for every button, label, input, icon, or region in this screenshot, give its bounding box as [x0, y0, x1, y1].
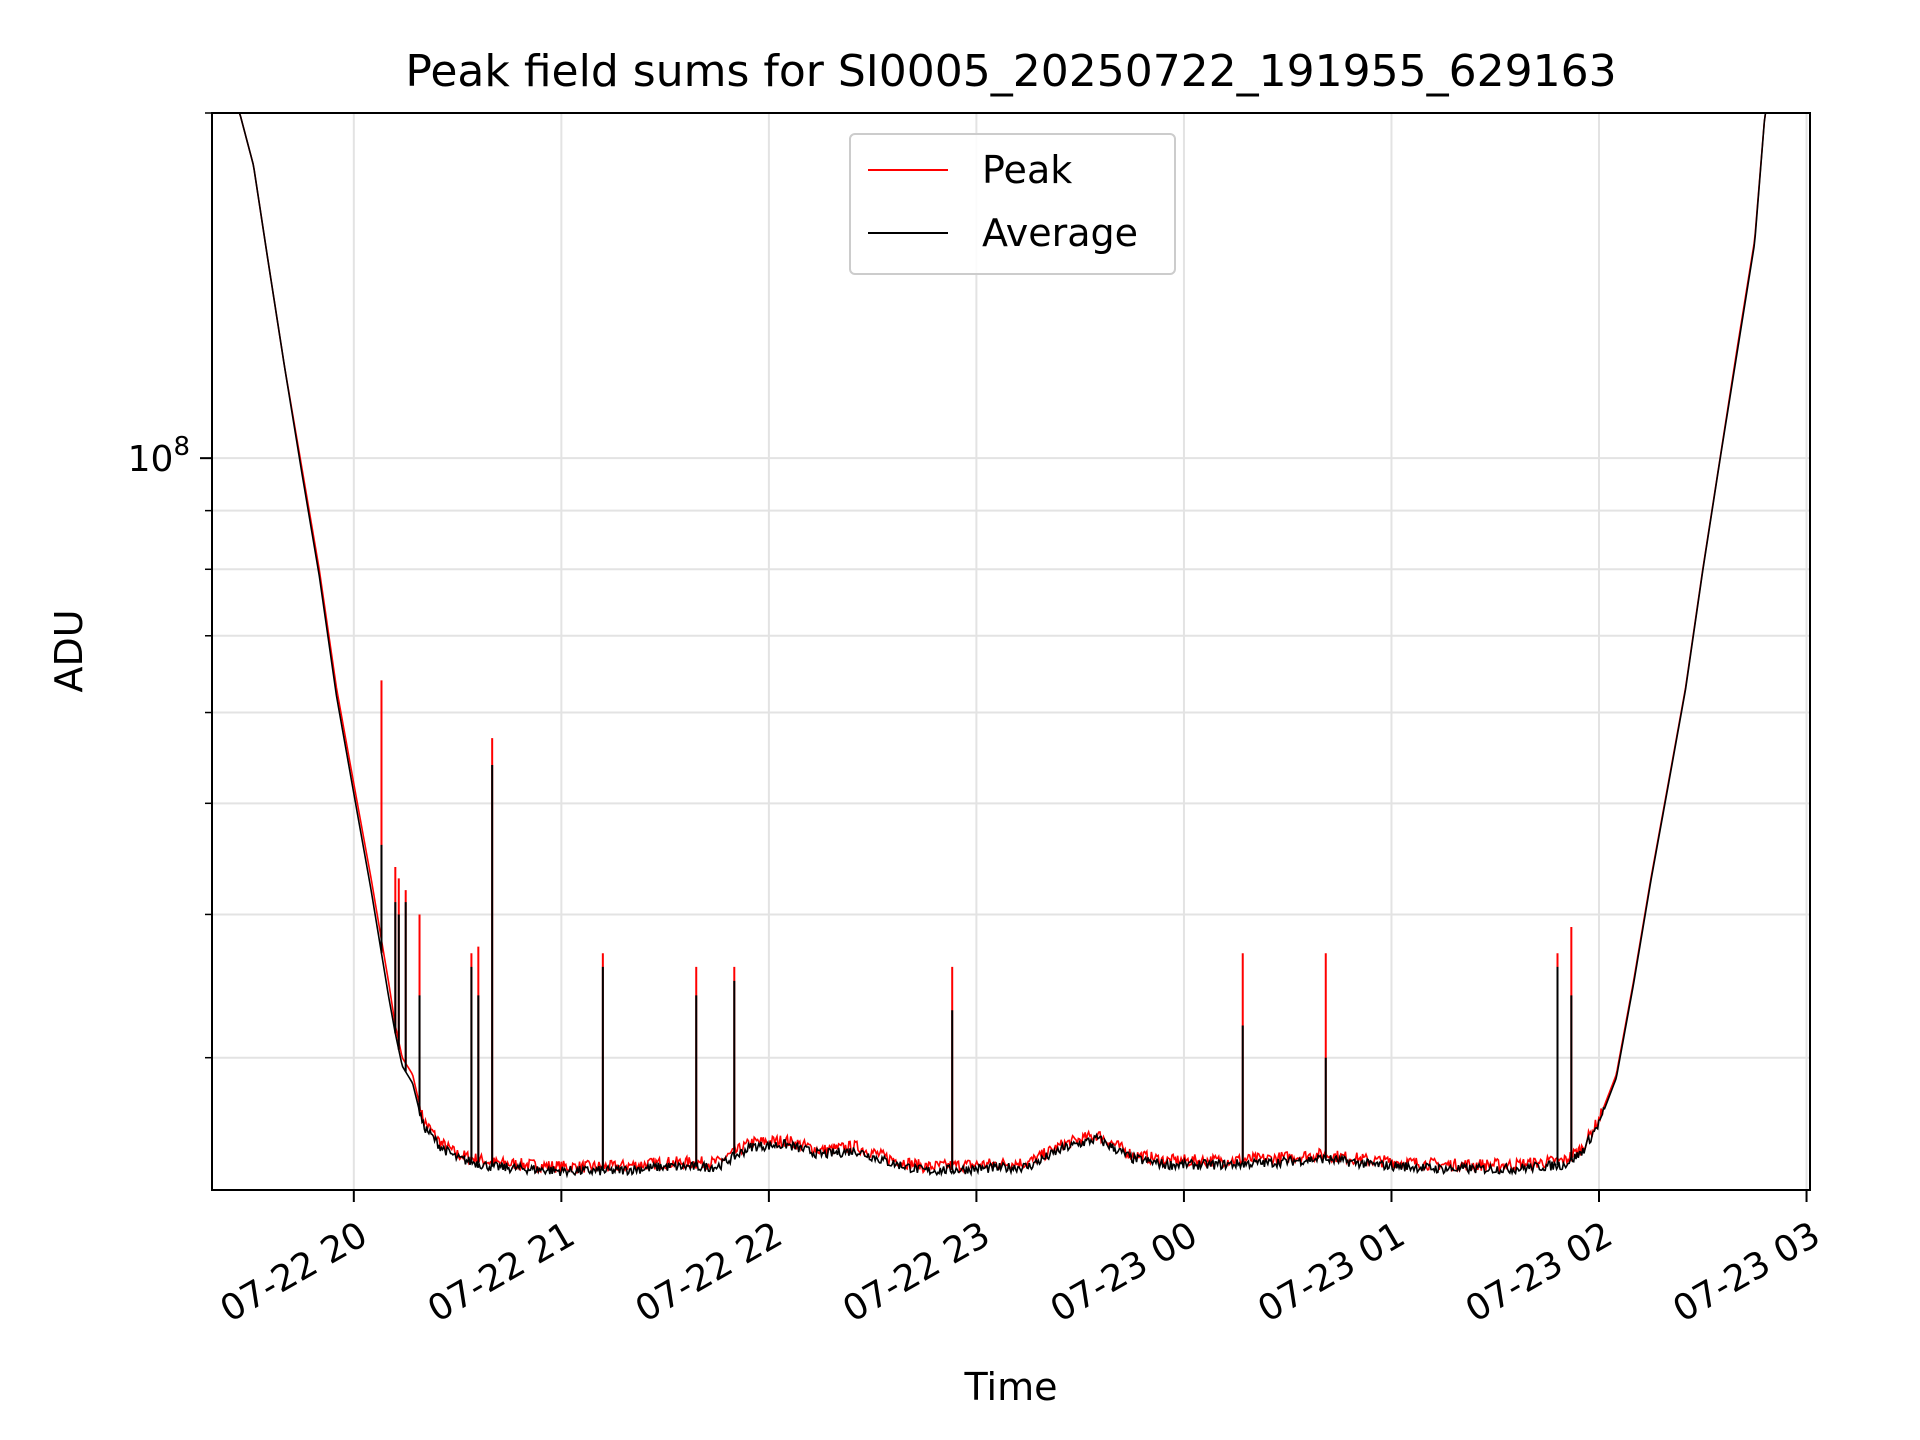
x-tick-label: 07-22 23	[836, 1214, 997, 1330]
y-axis: 108	[128, 112, 212, 1059]
x-axis-label: Time	[964, 1365, 1058, 1409]
grid	[212, 112, 1810, 1190]
x-tick-label: 07-22 20	[214, 1214, 375, 1330]
x-tick-label: 07-22 22	[629, 1214, 790, 1330]
x-tick-label: 07-23 02	[1459, 1214, 1620, 1330]
x-axis: 07-22 20 07-22 21 07-22 22 07-22 23 07-23 00…	[214, 1190, 1827, 1331]
x-tick-label: 07-23 03	[1666, 1214, 1827, 1330]
legend-label-average: Average	[982, 211, 1138, 255]
y-axis-label: ADU	[47, 609, 91, 692]
x-tick-label: 07-23 01	[1251, 1214, 1412, 1330]
series-line-average	[212, 112, 1810, 1179]
chart-title: Peak field sums for SI0005_20250722_1919…	[405, 46, 1616, 97]
x-tick-label: 07-23 00	[1044, 1214, 1205, 1330]
y-tick-label: 108	[128, 432, 190, 480]
legend: Peak Average	[849, 133, 1176, 275]
x-tick-label: 07-22 21	[421, 1214, 582, 1330]
plot-frame	[211, 112, 1811, 1191]
series-layer	[212, 112, 1810, 1179]
legend-label-peak: Peak	[982, 148, 1072, 192]
